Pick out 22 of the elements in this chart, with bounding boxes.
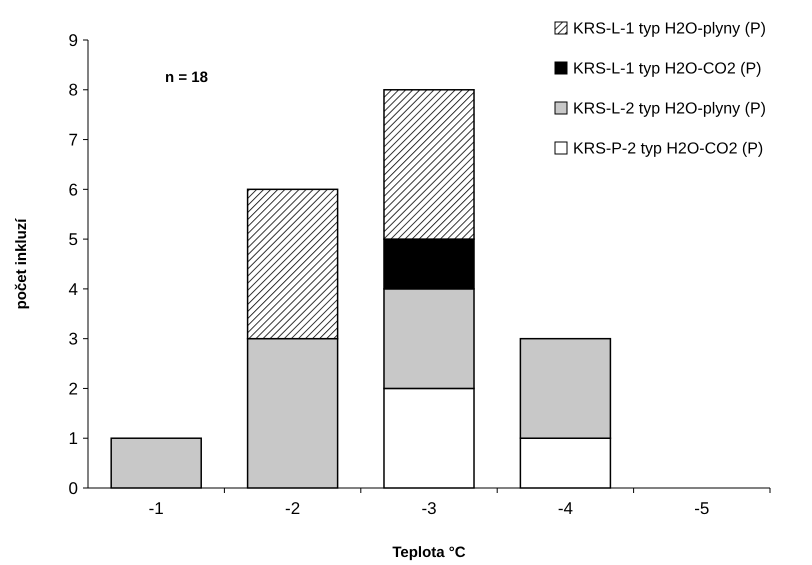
y-tick-label: 8 bbox=[68, 80, 78, 100]
x-tick-label: -4 bbox=[558, 499, 573, 518]
y-tick-label: 4 bbox=[68, 280, 78, 299]
legend-label: KRS-P-2 typ H2O-CO2 (P) bbox=[573, 140, 764, 158]
y-tick-label: 6 bbox=[68, 180, 78, 200]
x-tick-label: -1 bbox=[148, 499, 164, 518]
legend-label: KRS-L-1 typ H2O-CO2 (P) bbox=[573, 60, 762, 78]
annotation: n = 18 bbox=[165, 69, 208, 86]
x-tick-label: -2 bbox=[285, 499, 300, 518]
x-axis-title: Teplota °C bbox=[392, 544, 466, 561]
y-tick-label: 7 bbox=[68, 130, 78, 150]
y-tick-label: 3 bbox=[68, 330, 78, 349]
y-axis-title: počet inkluzí bbox=[13, 218, 30, 310]
legend-label: KRS-L-1 typ H2O-plyny (P) bbox=[573, 20, 766, 38]
x-tick-label: -3 bbox=[421, 499, 437, 518]
y-tick-label: 2 bbox=[68, 379, 78, 398]
y-tick-label: 1 bbox=[68, 429, 78, 448]
y-tick-label: 5 bbox=[68, 230, 78, 250]
y-tick-label: 9 bbox=[68, 30, 78, 50]
y-tick-label: 0 bbox=[68, 478, 78, 498]
x-tick-label: -5 bbox=[694, 499, 710, 518]
legend-label: KRS-L-2 typ H2O-plyny (P) bbox=[573, 100, 766, 118]
